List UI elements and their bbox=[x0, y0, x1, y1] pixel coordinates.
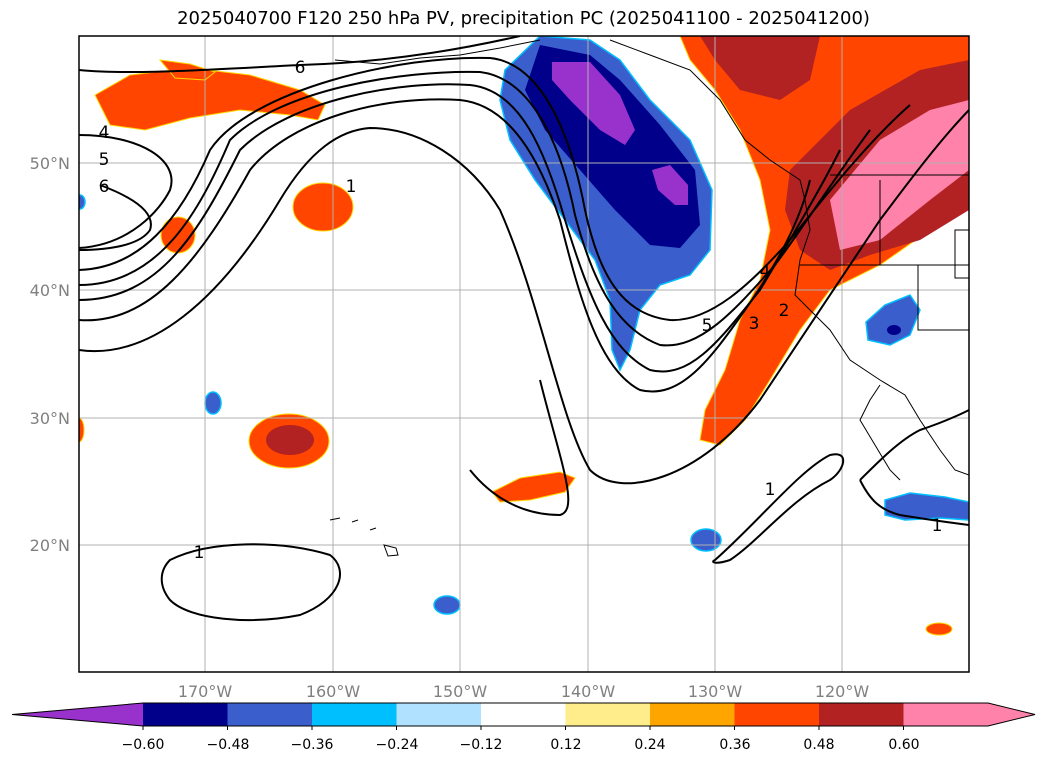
plot-frame bbox=[78, 35, 970, 673]
lat-label: 20°N bbox=[30, 536, 70, 555]
colorbar-segment bbox=[819, 703, 904, 726]
colorbar-segment bbox=[143, 703, 228, 726]
lon-label: 140°W bbox=[561, 682, 616, 701]
colorbar-segment bbox=[650, 703, 735, 726]
contour-label: 2 bbox=[779, 301, 790, 321]
lat-label: 40°N bbox=[30, 281, 70, 300]
lat-label: 50°N bbox=[30, 154, 70, 173]
contour-label: 1 bbox=[932, 516, 943, 536]
colorbar-segment bbox=[227, 703, 313, 726]
colorbar-tick-label: −0.12 bbox=[460, 737, 503, 753]
lon-label: 170°W bbox=[178, 682, 233, 701]
colorbar-tick-label: −0.36 bbox=[291, 737, 334, 753]
colorbar-tick-label: 0.12 bbox=[550, 737, 581, 753]
contour-label: 4 bbox=[99, 123, 110, 143]
lat-label: 30°N bbox=[30, 409, 70, 428]
colorbar-tick-label: 0.60 bbox=[888, 737, 919, 753]
contour-label: 4 bbox=[760, 262, 771, 282]
map-title: 2025040700 F120 250 hPa PV, precipitatio… bbox=[177, 8, 870, 29]
contour-label: 1 bbox=[346, 177, 357, 197]
contour-label: 5 bbox=[702, 316, 713, 336]
positive-anomaly-shading bbox=[79, 36, 969, 636]
contour-labels: 6 4 5 6 1 5 3 2 4 1 1 1 bbox=[99, 58, 943, 563]
colorbar-tick-label: −0.60 bbox=[122, 737, 165, 753]
contour-label: 1 bbox=[194, 543, 205, 563]
colorbar-extend-left bbox=[12, 703, 143, 726]
coastlines bbox=[329, 39, 969, 557]
contour-label: 6 bbox=[99, 177, 110, 197]
latitude-labels: 50°N 40°N 30°N 20°N bbox=[30, 154, 70, 555]
colorbar-segment bbox=[312, 703, 397, 726]
colorbar-segment bbox=[734, 703, 820, 726]
pv-contours bbox=[79, 36, 969, 621]
longitude-labels: 170°W 160°W 150°W 140°W 130°W 120°W bbox=[178, 682, 870, 701]
lon-label: 160°W bbox=[306, 682, 361, 701]
lon-label: 150°W bbox=[433, 682, 488, 701]
colorbar-tick-label: 0.48 bbox=[803, 737, 834, 753]
colorbar-tick-label: −0.24 bbox=[376, 737, 419, 753]
contour-label: 6 bbox=[295, 58, 306, 78]
negative-anomaly-shading bbox=[79, 36, 969, 615]
lon-label: 130°W bbox=[688, 682, 743, 701]
map-plot-area: 6 4 5 6 1 5 3 2 4 1 1 1 bbox=[79, 36, 969, 672]
colorbar-tick-label: −0.48 bbox=[207, 737, 250, 753]
colorbar-ticks: −0.60 −0.48 −0.36 −0.24 −0.12 0.12 0.24 … bbox=[122, 737, 920, 753]
colorbar bbox=[11, 702, 1036, 730]
colorbar-segment bbox=[903, 703, 989, 726]
contour-label: 1 bbox=[765, 480, 776, 500]
colorbar-tick-label: 0.24 bbox=[634, 737, 665, 753]
colorbar-tick-label: 0.36 bbox=[719, 737, 750, 753]
contour-label: 3 bbox=[749, 314, 760, 334]
colorbar-extend-right bbox=[988, 703, 1035, 726]
lon-label: 120°W bbox=[815, 682, 870, 701]
colorbar-segment bbox=[396, 703, 482, 726]
colorbar-segment bbox=[565, 703, 651, 726]
colorbar-segment bbox=[481, 703, 566, 726]
contour-label: 5 bbox=[99, 150, 110, 170]
